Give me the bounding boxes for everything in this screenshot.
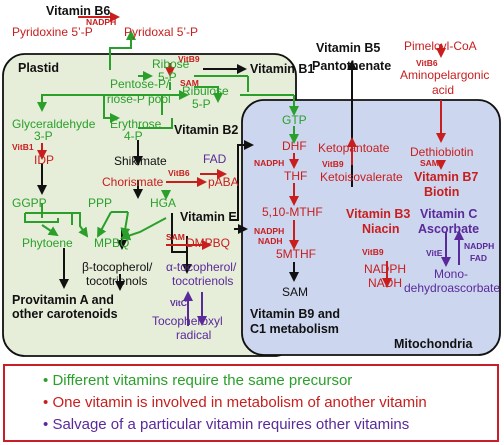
dhf-label: DHF bbox=[282, 139, 307, 153]
vitamin-b2-title: Vitamin B2 bbox=[174, 123, 238, 137]
acid-label: acid bbox=[432, 83, 454, 97]
tocopheroxyl-label: Tocopheroxyl bbox=[152, 314, 223, 328]
carotenoids-label: other carotenoids bbox=[12, 307, 118, 321]
legend-item-salvage: • Salvage of a particular vitamin requir… bbox=[43, 414, 497, 436]
vitamin-e-title: Vitamin E bbox=[180, 210, 237, 224]
pentose-label: Pentose-P/ bbox=[110, 77, 170, 91]
radical-label: radical bbox=[176, 328, 211, 342]
erythrose-4p-label: 4-P bbox=[124, 129, 143, 143]
nadh-product-label: NADH bbox=[368, 276, 402, 290]
mthf-label: 5,10-MTHF bbox=[262, 205, 323, 219]
vitamin-b9-title: Vitamin B9 and bbox=[250, 307, 340, 321]
vitamin-b7-title: Vitamin B7 bbox=[414, 170, 478, 184]
beta-tocotrienols-label: tocotrienols bbox=[86, 274, 147, 288]
diagram-labels: Vitamin B6 NADPH Pyridoxine 5’-P Pyridox… bbox=[12, 4, 500, 351]
legend-box: • Different vitamins require the same pr… bbox=[3, 364, 499, 442]
ketopantoate-label: Ketopantoate bbox=[318, 141, 390, 155]
alpha-tocotrienols-label: tocotrienols bbox=[172, 274, 233, 288]
glyceraldehyde-label: Glyceraldehyde bbox=[12, 117, 96, 131]
vitb6-paba-label: VitB6 bbox=[168, 168, 190, 178]
mpbq-label: MPBQ bbox=[94, 236, 129, 250]
legend-text: Salvage of a particular vitamin requires… bbox=[52, 416, 410, 433]
thf-label: THF bbox=[284, 169, 307, 183]
mono-label: Mono- bbox=[434, 267, 468, 281]
sam-dmpbq-label: SAM bbox=[166, 232, 185, 242]
niacin-title: Niacin bbox=[362, 222, 400, 236]
beta-tocopherol-label: β-tocopherol/ bbox=[82, 260, 153, 274]
ribose-label: Ribose bbox=[152, 57, 190, 71]
chorismate-label: Chorismate bbox=[102, 175, 164, 189]
c1-metabolism-title: C1 metabolism bbox=[250, 322, 339, 336]
ketoisovalerate-label: Ketoisovalerate bbox=[320, 170, 403, 184]
fad-asc-label: FAD bbox=[470, 253, 487, 263]
phytoene-label: Phytoene bbox=[22, 236, 73, 250]
idp-label: IDP bbox=[34, 153, 54, 167]
dethiobiotin-label: Dethiobiotin bbox=[410, 145, 473, 159]
ribulose-5p-label: 5-P bbox=[192, 97, 211, 111]
paba-label: pABA bbox=[208, 175, 239, 189]
hga-label: HGA bbox=[150, 196, 176, 210]
fad-label: FAD bbox=[203, 152, 227, 166]
nadph-mthf-label: NADPH bbox=[254, 226, 284, 236]
pimeloyl-coa-label: Pimeloyl-CoA bbox=[404, 39, 477, 53]
ribulose-label: Ribulose bbox=[182, 84, 229, 98]
gtp-label: GTP bbox=[282, 113, 307, 127]
vitamin-b5-title: Vitamin B5 bbox=[316, 41, 380, 55]
nadph-thf-label: NADPH bbox=[254, 158, 284, 168]
plastid-label: Plastid bbox=[18, 61, 59, 75]
vitamin-b3-title: Vitamin B3 bbox=[346, 207, 410, 221]
nadph-label: NADPH bbox=[86, 17, 116, 27]
vitamin-b6-title: Vitamin B6 bbox=[46, 4, 110, 18]
five-mthf-label: 5MTHF bbox=[276, 247, 316, 261]
pyridoxine-label: Pyridoxine 5’-P bbox=[12, 25, 93, 39]
mitochondria-label: Mitochondria bbox=[394, 337, 474, 351]
ribose-5p-label: 5-P bbox=[158, 70, 177, 84]
vitamin-c-title: Vitamin C bbox=[420, 207, 477, 221]
sam-product-label: SAM bbox=[282, 285, 308, 299]
sam-label: SAM bbox=[180, 78, 199, 88]
legend-text: One vitamin is involved in metabolism of… bbox=[52, 394, 427, 411]
legend-item-precursor: • Different vitamins require the same pr… bbox=[43, 370, 497, 392]
nadph-product-label: NADPH bbox=[364, 262, 406, 276]
vitc-small-label: VitC bbox=[170, 298, 187, 308]
sam-biotin-label: SAM bbox=[420, 158, 439, 168]
nadph-asc-label: NADPH bbox=[464, 241, 494, 251]
aminopelargonic-label: Aminopelargonic bbox=[400, 68, 489, 82]
legend-text: Different vitamins require the same prec… bbox=[52, 372, 353, 389]
ascorbate-title: Ascorbate bbox=[418, 222, 479, 236]
vitb9-label: VitB9 bbox=[178, 54, 200, 64]
alpha-tocopherol-label: α-tocopherol/ bbox=[166, 260, 237, 274]
ggpp-label: GGPP bbox=[12, 196, 47, 210]
shikimate-label: Shikimate bbox=[114, 154, 167, 168]
pyridoxal-label: Pyridoxal 5’-P bbox=[124, 25, 198, 39]
vitb1-label: VitB1 bbox=[12, 142, 34, 152]
vite-label: VitE bbox=[426, 248, 443, 258]
legend-item-metabolism: • One vitamin is involved in metabolism … bbox=[43, 392, 497, 414]
legend-bullet: • bbox=[43, 372, 49, 389]
pathway-arrows bbox=[24, 12, 464, 326]
erythrose-label: Erythrose bbox=[110, 117, 162, 131]
dmpbq-label: DMPBQ bbox=[186, 236, 230, 250]
vitb9-keto-label: VitB9 bbox=[322, 159, 344, 169]
provitamin-a-label: Provitamin A and bbox=[12, 293, 114, 307]
vitb6-amino-label: VitB6 bbox=[416, 58, 438, 68]
biotin-title: Biotin bbox=[424, 185, 459, 199]
vitamin-b1-title: Vitamin B1 bbox=[250, 62, 314, 76]
glyceraldehyde-3p-label: 3-P bbox=[34, 129, 53, 143]
triose-label: Triose-P pool bbox=[100, 92, 171, 106]
ppp-label: PPP bbox=[88, 196, 112, 210]
legend-bullet: • bbox=[43, 394, 49, 411]
dehydroascorbate-label: dehydroascorbate bbox=[404, 281, 500, 295]
vitb9-nadph-label: VitB9 bbox=[362, 247, 384, 257]
pantothenate-title: Pantothenate bbox=[312, 59, 391, 73]
legend-bullet: • bbox=[43, 416, 49, 433]
nadh-mthf-label: NADH bbox=[258, 236, 283, 246]
